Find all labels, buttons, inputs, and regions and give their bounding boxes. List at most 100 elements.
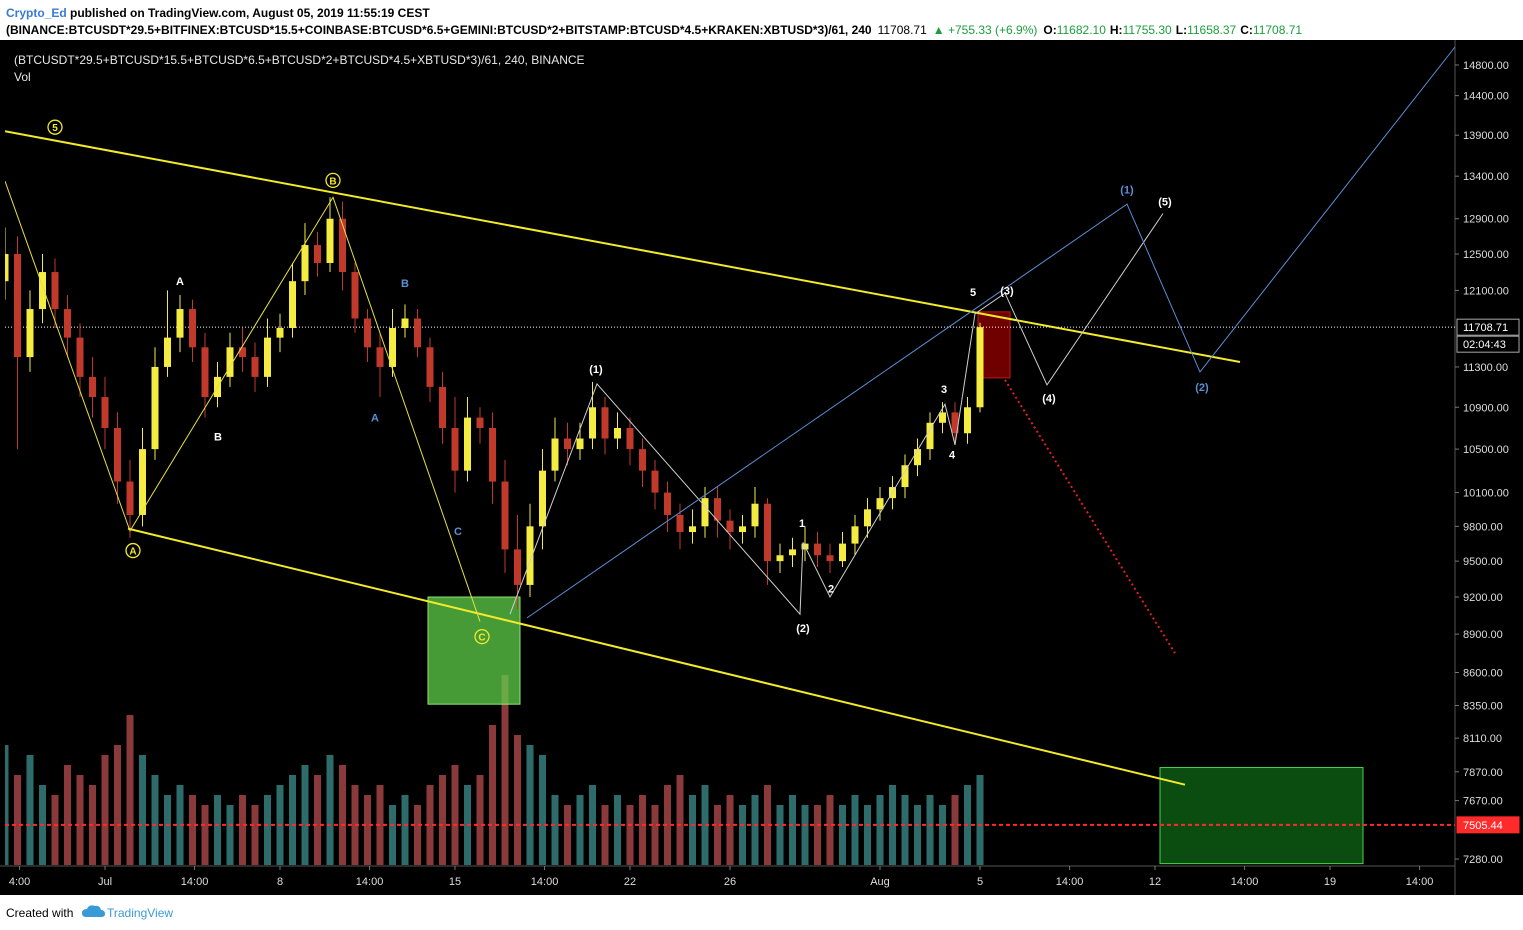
candle-body [914,449,921,466]
volume-bar [189,795,196,865]
wave-label: 5 [970,287,976,299]
wave-label: (4) [1042,393,1056,405]
x-tick-label: Jul [98,876,112,888]
brand-logo [82,905,105,917]
y-tick-label: 12500.00 [1463,249,1509,261]
l-label: L: [1176,23,1187,37]
volume-bar [851,795,859,865]
wave-label: 2 [828,584,834,596]
candles-layer [5,197,984,610]
volume-bar [614,795,621,865]
volume-bar [14,775,21,865]
volume-bar [889,785,896,865]
volume-bar [451,765,459,865]
wave-label: (5) [1158,197,1172,209]
x-tick-label: 22 [624,876,636,888]
candle-body [426,347,434,387]
published: published on TradingView.com, August 05,… [67,6,431,20]
candle-body [976,327,984,408]
y-tick-label: 7280.00 [1463,854,1503,866]
footer-brand[interactable]: TradingView [107,906,173,920]
volume-bar [776,805,784,865]
zone-box [1159,767,1364,865]
candle-body [439,386,446,428]
candle-body [576,438,584,450]
volume-bar [676,775,684,865]
drawing-line [5,130,1241,363]
candle-body [826,555,834,562]
volume-bar [801,805,809,865]
volume-bar [839,805,846,865]
candle-body [289,281,296,329]
volume-bar [576,795,584,865]
author[interactable]: Crypto_Ed [6,6,67,20]
candle-body [651,470,659,493]
candle-body [701,498,709,527]
candle-body [351,272,359,319]
candle-body [564,438,571,450]
price-line-label: 7505.44 [1463,820,1503,832]
volume-bar [76,775,84,865]
volume-bar [401,795,409,865]
candle-body [151,366,159,450]
volume-bar [126,715,134,865]
chart-bg [0,40,1523,895]
volume-bar [664,785,671,865]
candle-body [89,376,96,398]
volume-label: Vol [14,70,31,84]
x-tick-label: Aug [870,876,890,888]
volume-bar [239,795,246,865]
y-tick-label: 9500.00 [1463,556,1503,568]
volume-bar [639,795,646,865]
volume-bar [64,765,71,865]
candle-body [926,422,934,450]
y-tick-label: 7870.00 [1463,767,1503,779]
volume-bar [251,805,259,865]
candle-body [251,357,259,377]
candle-body [726,520,734,533]
x-tick-label: 14:00 [1406,876,1434,888]
c-value: 11708.71 [1253,23,1302,37]
candle-body [26,309,34,358]
candle-body [364,318,371,348]
countdown-label: 02:04:43 [1463,339,1506,351]
candle-body [526,526,534,585]
volume-bar [476,775,484,865]
volume-bar [651,805,659,865]
volume-bar [951,795,959,865]
candle-body [626,428,634,450]
volume-bar [226,805,234,865]
volume-bar [426,785,434,865]
wave-label: B [214,431,222,443]
candle-body [739,526,746,533]
candle-body [939,412,946,423]
candle-body [601,407,609,439]
candle-body [764,503,771,562]
volume-bar [339,765,346,865]
candle-body [14,253,21,358]
wave-label: (2) [1195,382,1209,394]
volume-bar [101,755,109,865]
volume-bar [414,805,421,865]
price-line-tag [1456,816,1520,834]
volume-bar [601,805,609,865]
candle-body [476,417,484,428]
volume-bar [51,795,59,865]
candle-body [389,328,396,367]
candle-body [401,318,409,329]
volume-bar [901,795,909,865]
wave-label: A [129,547,136,558]
volume-bar [626,805,634,865]
volume-bar [826,795,834,865]
candle-body [501,481,509,550]
wave-label: C [454,526,462,538]
volume-bar [264,795,271,865]
x-tick-label: 26 [724,876,736,888]
candle-body [276,328,284,338]
y-tick-label: 10500.00 [1463,444,1509,456]
price-line-label: 11708.71 [1463,322,1508,334]
volume-bar [526,745,534,865]
y-tick-label: 14800.00 [1463,60,1509,72]
candle-body [864,509,871,527]
